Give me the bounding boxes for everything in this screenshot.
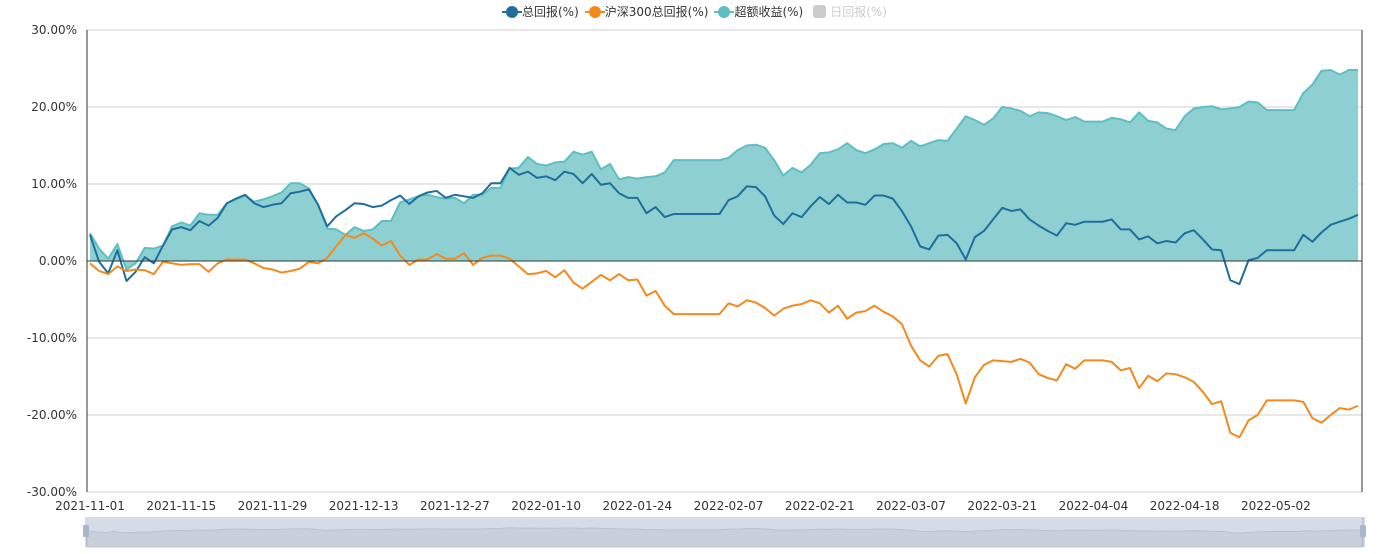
x-tick-label: 2021-11-01: [55, 499, 125, 513]
x-tick-label: 2022-04-04: [1059, 499, 1129, 513]
legend-item-excess-return[interactable]: 超额收益(%): [714, 3, 804, 20]
legend-marker-icon: [501, 5, 522, 18]
legend-item-csi300-return[interactable]: 沪深300总回报(%): [584, 3, 709, 20]
legend-label: 沪深300总回报(%): [604, 5, 709, 19]
y-tick-label: -10.00%: [27, 331, 77, 345]
x-tick-label: 2021-11-29: [238, 499, 308, 513]
x-tick-label: 2021-11-15: [146, 499, 216, 513]
y-tick-label: 0.00%: [39, 254, 77, 268]
x-tick-label: 2022-01-10: [511, 499, 581, 513]
x-tick-label: 2022-05-02: [1241, 499, 1311, 513]
legend-marker-icon: [813, 5, 827, 18]
legend-label: 总回报(%): [521, 5, 579, 19]
x-tick-label: 2022-01-24: [602, 499, 672, 513]
legend-label: 超额收益(%): [734, 5, 804, 19]
x-tick-label: 2022-04-18: [1150, 499, 1220, 513]
y-tick-label: -20.00%: [27, 408, 77, 422]
legend-label: 日回报(%): [830, 5, 887, 19]
y-tick-label: 20.00%: [31, 100, 77, 114]
legend-marker-icon: [714, 5, 735, 18]
legend-item-total-return[interactable]: 总回报(%): [501, 3, 579, 20]
x-tick-label: 2021-12-13: [329, 499, 399, 513]
legend-item-daily-return[interactable]: 日回报(%): [813, 3, 887, 20]
excess-return-area: [90, 70, 1358, 270]
y-tick-label: -30.00%: [27, 485, 77, 499]
x-tick-label: 2021-12-27: [420, 499, 490, 513]
x-tick-label: 2022-02-21: [785, 499, 855, 513]
total-return-line: [89, 166, 1359, 286]
data-zoom-preview-area: [86, 527, 1363, 548]
legend-marker-icon: [584, 5, 605, 18]
y-tick-label: 10.00%: [31, 177, 77, 191]
x-tick-label: 2022-02-07: [694, 499, 764, 513]
y-tick-label: 30.00%: [31, 23, 77, 37]
x-tick-label: 2022-03-21: [967, 499, 1037, 513]
x-tick-label: 2022-03-07: [876, 499, 946, 513]
chart-legend: 总回报(%) 沪深300总回报(%) 超额收益(%) 日回报(%): [0, 3, 1393, 20]
csi300-return-line: [89, 232, 1359, 439]
excess-return-line: [89, 69, 1358, 271]
